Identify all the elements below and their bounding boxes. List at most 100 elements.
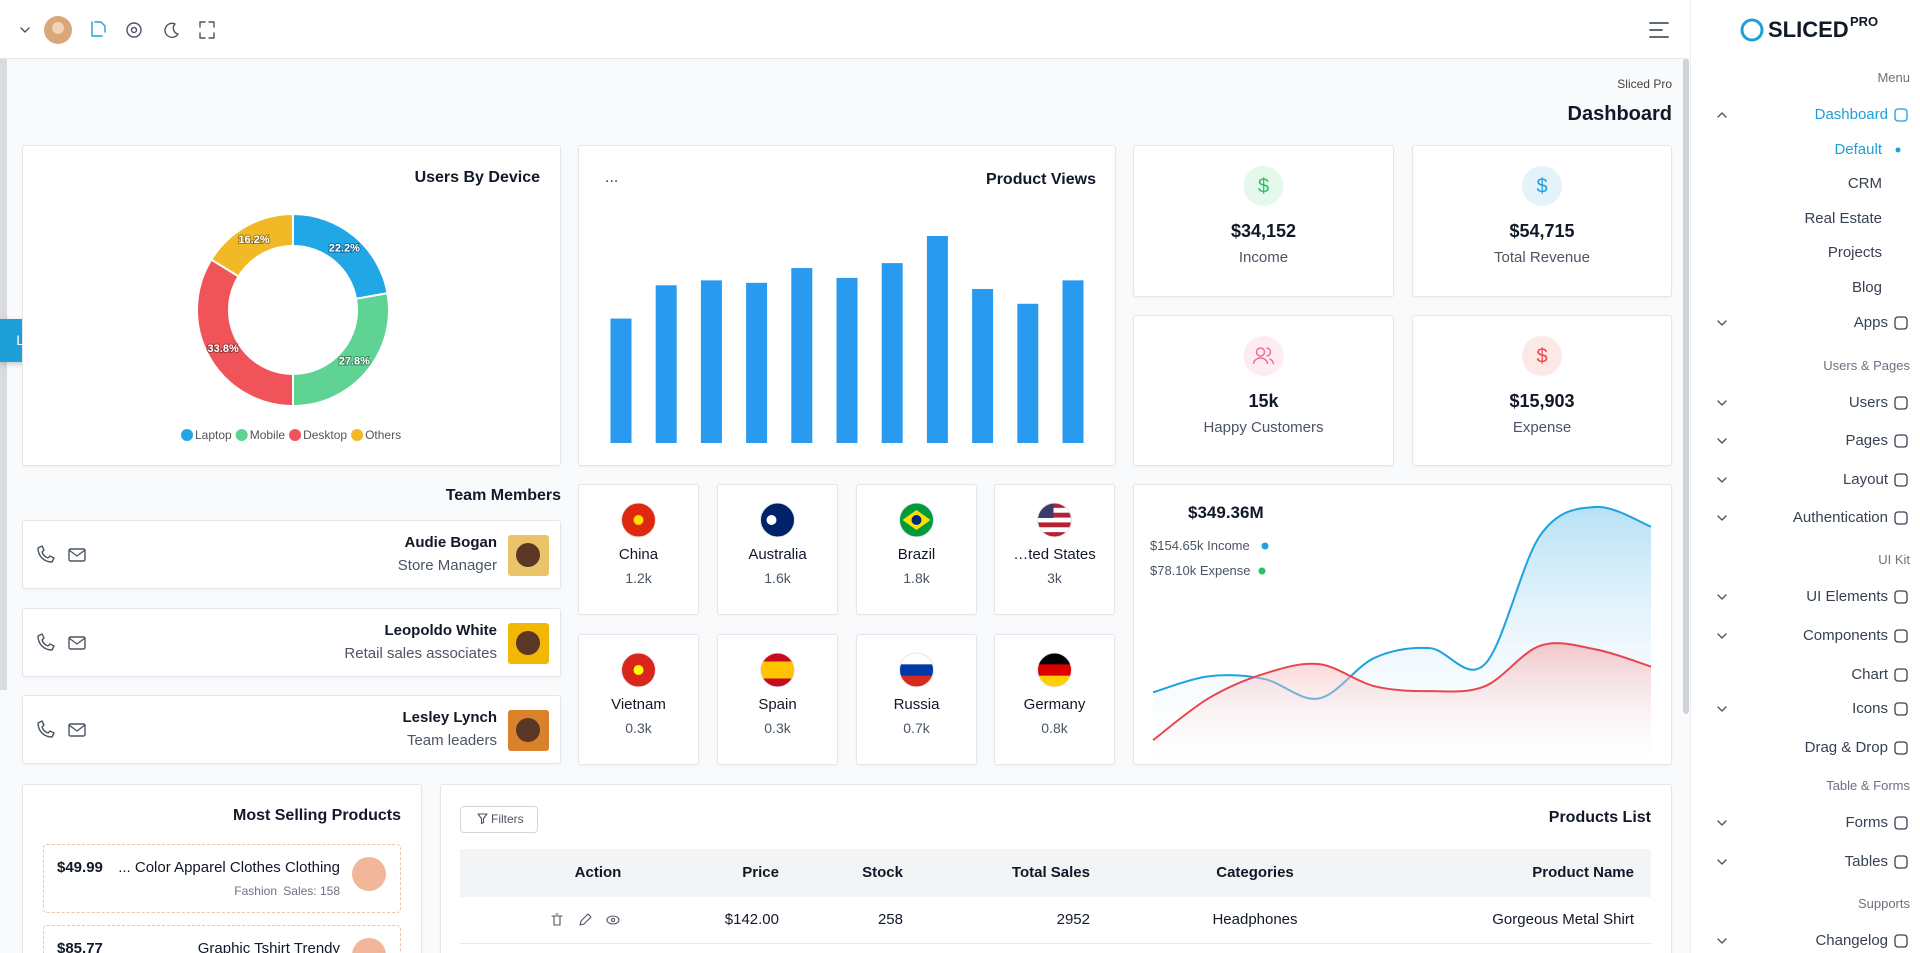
scrollbar <box>0 59 7 690</box>
sidebar-item[interactable]: Chart <box>1851 666 1888 683</box>
product-price: $49.99 <box>57 859 103 876</box>
member-card <box>22 695 561 764</box>
table-header-cell: Stock <box>862 864 903 881</box>
sidebar-item[interactable]: Pages <box>1845 432 1888 449</box>
brand-badge: PRO <box>1850 14 1879 29</box>
table-header-cell: Action <box>574 864 622 881</box>
sidebar-subitem[interactable]: Blog <box>1851 279 1882 296</box>
country-value: 0.7k <box>903 720 930 736</box>
product-category: Fashion <box>234 884 277 898</box>
member-role: Retail sales associates <box>344 645 497 662</box>
card <box>578 145 1116 466</box>
topbar <box>0 0 1690 59</box>
chart-title: Users By Device <box>414 169 540 186</box>
sidebar-item[interactable]: Layout <box>1842 471 1888 488</box>
member-card <box>22 608 561 677</box>
stat-value: $15,903 <box>1509 391 1575 411</box>
legend-label: $154.65k Income <box>1150 538 1250 553</box>
sidebar-subitem[interactable]: Real Estate <box>1804 210 1882 227</box>
table-header <box>460 849 1651 897</box>
country-value: 1.6k <box>764 570 791 586</box>
sidebar-item[interactable]: Forms <box>1845 814 1889 831</box>
member-name: Leopoldo White <box>384 622 497 639</box>
sidebar-item[interactable]: Components <box>1802 627 1888 644</box>
filter-button[interactable] <box>460 806 538 833</box>
sidebar-section: UI Kit <box>1878 552 1910 567</box>
ltr-label[interactable]: LTR <box>16 332 42 348</box>
member-name: Lesley Lynch <box>402 709 497 726</box>
sidebar-item[interactable]: Changelog <box>1815 932 1888 949</box>
stat-card <box>1412 315 1672 466</box>
sidebar-subitem[interactable]: CRM <box>1847 175 1882 192</box>
stat-value: $34,152 <box>1230 221 1297 241</box>
stat-value: 15k <box>1248 391 1279 411</box>
breadcrumb: Sliced Pro <box>1617 77 1672 91</box>
stat-label: Income <box>1238 249 1289 266</box>
sidebar-item[interactable]: Apps <box>1853 314 1888 331</box>
table-header-cell: Product Name <box>1532 864 1634 881</box>
table-header-cell: Total Sales <box>1011 864 1090 881</box>
product-price: $85.77 <box>57 940 103 953</box>
product-name: Graphic Tshirt Trendy <box>197 940 340 953</box>
sidebar-item[interactable]: Icons <box>1852 700 1888 717</box>
stat-card <box>1133 315 1394 466</box>
sidebar-item[interactable]: Users <box>1848 394 1888 411</box>
country-name: China <box>618 546 659 563</box>
sidebar-section: Table & Forms <box>1826 778 1910 793</box>
country-value: 0.3k <box>764 720 791 736</box>
sidebar-item[interactable]: Authentication <box>1792 509 1888 526</box>
table-cell: 258 <box>877 911 903 928</box>
table-cell: $142.00 <box>724 911 779 928</box>
product-card <box>43 925 401 953</box>
stat-label: Total Revenue <box>1494 249 1590 266</box>
country-name: Australia <box>748 546 807 563</box>
sidebar-item[interactable]: UI Elements <box>1806 588 1888 605</box>
table-cell: Headphones <box>1212 911 1298 928</box>
country-name: Russia <box>893 696 940 713</box>
country-value: 3k <box>1047 570 1062 586</box>
card <box>22 145 561 466</box>
table-cell: 2952 <box>1056 911 1090 928</box>
sidebar <box>1690 0 1920 953</box>
sidebar-item[interactable]: Dashboard <box>1814 106 1888 123</box>
member-name: Audie Bogan <box>404 534 498 551</box>
member-card <box>22 520 561 589</box>
sidebar-section: Supports <box>1857 896 1910 911</box>
card <box>1133 484 1672 765</box>
country-name: …ted States <box>1013 546 1096 563</box>
sidebar-section: Menu <box>1877 70 1910 85</box>
member-role: Store Manager <box>397 557 497 574</box>
section-title: Most Selling Products <box>232 807 401 824</box>
country-name: Brazil <box>897 546 936 563</box>
chart-title: Product Views <box>986 171 1096 188</box>
page-title: Dashboard <box>1567 103 1672 125</box>
member-role: Team leaders <box>406 732 497 749</box>
brand: SLICED <box>1768 17 1849 42</box>
sidebar-subitem[interactable]: Default <box>1834 141 1882 158</box>
row-border <box>460 943 1651 944</box>
sidebar-section: Users & Pages <box>1823 358 1910 373</box>
country-value: 0.8k <box>1041 720 1068 736</box>
filter-label[interactable]: Filters <box>491 812 524 826</box>
chart-menu[interactable]: ... <box>605 169 619 186</box>
sidebar-item[interactable]: Drag & Drop <box>1804 739 1888 756</box>
stat-label: Happy Customers <box>1203 419 1324 436</box>
stat-value: $54,715 <box>1509 221 1575 241</box>
product-name: ... Color Apparel Clothes Clothing <box>118 859 340 876</box>
country-name: Vietnam <box>611 696 666 713</box>
stat-card <box>1412 145 1672 297</box>
country-value: 1.8k <box>903 570 930 586</box>
country-name: Germany <box>1023 696 1086 713</box>
table-cell: Gorgeous Metal Shirt <box>1492 911 1634 928</box>
sidebar-subitem[interactable]: Projects <box>1827 244 1882 261</box>
product-card <box>43 844 401 913</box>
country-value: 0.3k <box>625 720 652 736</box>
country-name: Spain <box>758 696 797 713</box>
sidebar-item[interactable]: Tables <box>1844 853 1888 870</box>
country-value: 1.2k <box>625 570 652 586</box>
stat-label: Expense <box>1512 419 1572 436</box>
product-sales: Sales: 158 <box>283 884 340 898</box>
scrollbar <box>1683 59 1689 714</box>
table-header-cell: Categories <box>1216 864 1294 881</box>
stat-card <box>1133 145 1394 297</box>
